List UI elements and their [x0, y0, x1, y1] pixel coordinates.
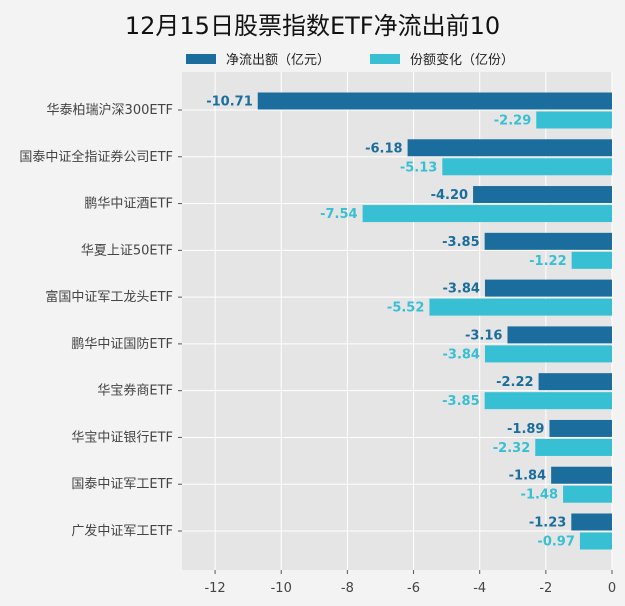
data-label: -2.32 — [493, 441, 530, 456]
bar-share-change — [536, 111, 612, 129]
data-label: -1.89 — [507, 422, 544, 437]
x-tick-label: -10 — [271, 581, 292, 596]
data-label: -10.71 — [206, 95, 253, 110]
data-label: -4.20 — [431, 188, 468, 203]
bar-net-outflow — [571, 513, 612, 531]
x-tick-label: -2 — [539, 581, 552, 596]
bar-share-change — [429, 298, 612, 316]
bar-net-outflow — [549, 419, 612, 437]
y-tick-label: 华宝券商ETF — [97, 383, 173, 399]
bar-share-change — [484, 392, 612, 410]
bar-share-change — [563, 485, 612, 503]
data-label: -6.18 — [365, 141, 402, 156]
bar-net-outflow — [257, 92, 612, 110]
bar-net-outflow — [551, 466, 612, 484]
y-tick-label: 华夏上证50ETF — [81, 243, 173, 258]
bar-share-change — [571, 251, 612, 269]
bar-net-outflow — [484, 279, 612, 297]
y-tick-label: 广发中证军工ETF — [71, 523, 173, 539]
legend-item-net-outflow: 净流出额（亿元） — [186, 49, 330, 68]
legend-swatch — [370, 53, 401, 64]
bar-share-change — [484, 345, 612, 363]
y-tick-label: 华宝中证银行ETF — [71, 430, 173, 445]
x-tick-label: -12 — [204, 581, 225, 596]
data-label: -1.22 — [529, 254, 566, 269]
legend: 净流出额（亿元） 份额变化（亿份） — [186, 49, 514, 68]
data-label: -3.84 — [443, 282, 480, 297]
y-tick-label: 鹏华中证酒ETF — [84, 197, 173, 212]
data-label: -5.52 — [387, 301, 424, 316]
data-label: -0.97 — [537, 535, 574, 550]
chart-title: 12月15日股票指数ETF净流出前10 — [124, 12, 501, 40]
y-tick-label: 国泰中证军工ETF — [71, 477, 173, 492]
y-tick-label: 国泰中证全指证券公司ETF — [19, 149, 173, 165]
data-label: -3.85 — [442, 235, 479, 250]
bar-net-outflow — [507, 326, 612, 344]
data-label: -3.16 — [465, 328, 502, 343]
data-label: -1.84 — [509, 469, 546, 484]
bar-net-outflow — [484, 232, 612, 250]
legend-label: 净流出额（亿元） — [226, 53, 331, 68]
legend-item-share-change: 份额变化（亿份） — [370, 49, 514, 68]
data-label: -3.85 — [442, 394, 479, 409]
bar-share-change — [579, 532, 612, 550]
y-tick-label: 华泰柏瑞沪深300ETF — [47, 102, 173, 118]
x-tick-label: -4 — [473, 581, 486, 596]
bar-share-change — [535, 438, 612, 456]
data-label: -7.54 — [320, 207, 357, 222]
data-label: -1.23 — [529, 516, 566, 531]
y-tick-label: 富国中证军工龙头ETF — [45, 289, 173, 305]
bar-share-change — [442, 158, 612, 176]
x-tick-label: 0 — [608, 581, 616, 596]
bar-net-outflow — [538, 373, 612, 391]
x-tick-label: -6 — [407, 581, 420, 596]
bar-share-change — [362, 205, 612, 223]
data-label: -2.29 — [494, 114, 531, 129]
data-label: -3.84 — [443, 347, 480, 362]
legend-swatch — [186, 53, 216, 64]
bar-net-outflow — [473, 186, 612, 204]
data-label: -2.22 — [496, 375, 533, 390]
y-tick-label: 鹏华中证国防ETF — [71, 336, 173, 352]
data-label: -1.48 — [521, 488, 558, 503]
data-label: -5.13 — [400, 160, 437, 175]
x-tick-label: -8 — [341, 581, 354, 596]
bar-net-outflow — [407, 139, 612, 157]
legend-label: 份额变化（亿份） — [410, 53, 515, 68]
